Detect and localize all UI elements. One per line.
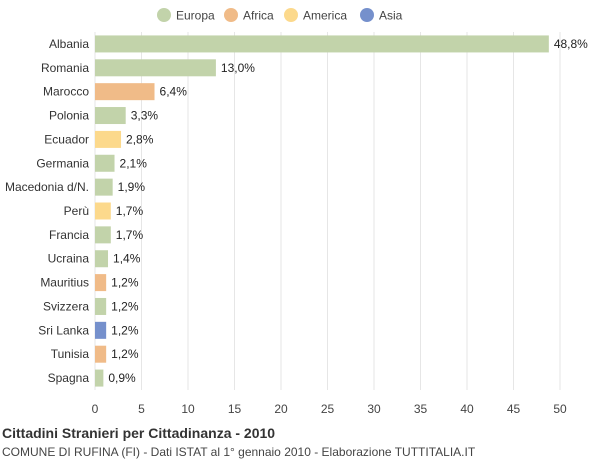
category-label: Albania xyxy=(49,37,89,51)
category-label: Tunisia xyxy=(51,347,90,361)
x-tick-label: 25 xyxy=(321,402,335,416)
bar-9 xyxy=(95,250,109,268)
x-tick-label: 30 xyxy=(367,402,381,416)
value-label: 2,1% xyxy=(120,156,148,170)
value-label: 48,8% xyxy=(554,37,588,51)
x-tick-label: 50 xyxy=(553,402,567,416)
category-label: Perù xyxy=(64,204,89,218)
bar-5 xyxy=(95,154,115,172)
legend-swatch-america xyxy=(284,8,298,22)
bar-6 xyxy=(95,178,113,196)
x-tick-label: 0 xyxy=(92,402,99,416)
x-tick-label: 40 xyxy=(460,402,474,416)
legend-label-asia: Asia xyxy=(379,9,403,23)
category-label: Polonia xyxy=(49,109,89,123)
legend-swatch-asia xyxy=(360,8,374,22)
value-label: 2,8% xyxy=(126,132,154,146)
x-tick-label: 45 xyxy=(507,402,521,416)
legend-label-america: America xyxy=(303,9,347,23)
category-label: Spagna xyxy=(48,371,90,385)
category-label: Macedonia d/N. xyxy=(5,180,89,194)
value-label: 6,4% xyxy=(160,85,188,99)
legend-swatch-africa xyxy=(224,8,238,22)
x-tick-label: 20 xyxy=(274,402,288,416)
bar-0 xyxy=(95,35,549,53)
x-tick-label: 5 xyxy=(138,402,145,416)
bar-13 xyxy=(95,345,107,363)
bar-10 xyxy=(95,274,107,292)
value-label: 1,9% xyxy=(118,180,146,194)
chart-subtitle: COMUNE DI RUFINA (FI) - Dati ISTAT al 1°… xyxy=(2,445,476,459)
legend-label-africa: Africa xyxy=(243,9,274,23)
value-label: 1,2% xyxy=(111,276,139,290)
category-label: Germania xyxy=(36,156,89,170)
category-label: Mauritius xyxy=(40,276,89,290)
value-label: 13,0% xyxy=(221,61,255,75)
value-label: 0,9% xyxy=(108,371,136,385)
legend: Europa Africa America Asia xyxy=(157,8,403,23)
value-label: 3,3% xyxy=(131,109,159,123)
legend-label-europa: Europa xyxy=(176,9,215,23)
category-label: Marocco xyxy=(43,85,89,99)
value-label: 1,2% xyxy=(111,347,139,361)
chart-title: Cittadini Stranieri per Cittadinanza - 2… xyxy=(2,425,275,441)
bar-14 xyxy=(95,369,104,387)
legend-swatch-europa xyxy=(157,8,171,22)
x-axis: 0 5 10 15 20 25 30 35 40 45 50 xyxy=(92,402,567,416)
category-label: Svizzera xyxy=(43,299,89,313)
x-tick-label: 10 xyxy=(181,402,195,416)
bar-4 xyxy=(95,130,122,148)
category-label: Ecuador xyxy=(44,132,89,146)
x-tick-label: 35 xyxy=(414,402,428,416)
bar-8 xyxy=(95,226,111,244)
category-label: Romania xyxy=(41,61,89,75)
x-tick-label: 15 xyxy=(228,402,242,416)
bar-3 xyxy=(95,107,126,125)
bars: Albania 48,8% Romania 13,0% Marocco 6,4% Polon… xyxy=(5,35,588,387)
category-label: Sri Lanka xyxy=(38,323,89,337)
value-label: 1,2% xyxy=(111,323,139,337)
value-label: 1,4% xyxy=(113,252,141,266)
bar-1 xyxy=(95,59,216,77)
bar-11 xyxy=(95,297,107,315)
bar-2 xyxy=(95,83,155,101)
value-label: 1,7% xyxy=(116,228,144,242)
value-label: 1,2% xyxy=(111,299,139,313)
category-label: Ucraina xyxy=(48,252,90,266)
bar-12 xyxy=(95,321,107,339)
value-label: 1,7% xyxy=(116,204,144,218)
bar-7 xyxy=(95,202,111,220)
category-label: Francia xyxy=(49,228,89,242)
